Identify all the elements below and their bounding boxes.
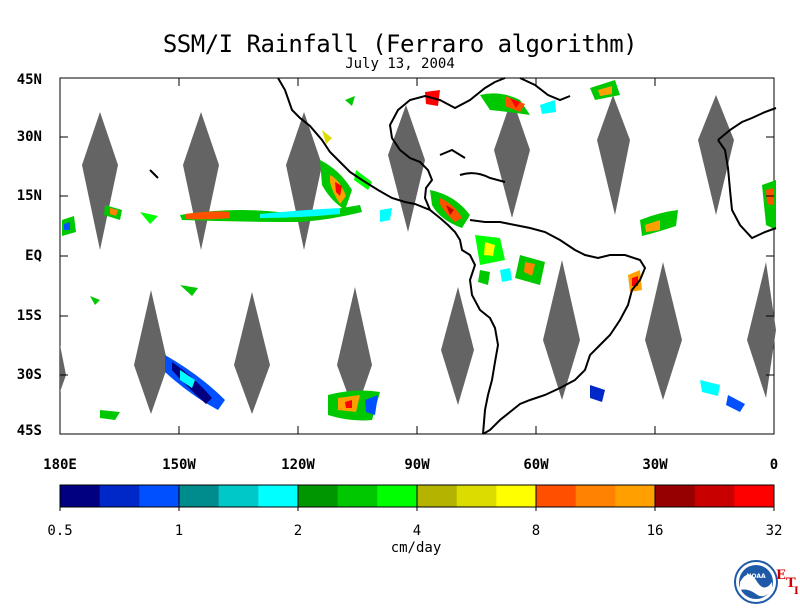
colorbar-segment xyxy=(60,485,101,507)
rainfall-patterns xyxy=(62,80,776,421)
colorbar-segment xyxy=(179,485,220,507)
lon-label-90w: 90W xyxy=(404,457,430,473)
swath-gaps-north xyxy=(82,95,734,250)
lon-label-0: 0 xyxy=(769,457,779,473)
colorbar-label-0.5: 0.5 xyxy=(47,523,73,539)
lat-label-45s: 45S xyxy=(16,423,42,439)
colorbar-segment xyxy=(139,485,180,507)
colorbar-label-16: 16 xyxy=(646,523,664,539)
colorbar-segment xyxy=(496,485,537,507)
colorbar-label-4: 4 xyxy=(412,523,422,539)
colorbar-segment xyxy=(655,485,696,507)
map-title: SSM/I Rainfall (Ferraro algorithm) xyxy=(162,30,638,58)
colorbar-segment xyxy=(694,485,735,507)
map-date: July 13, 2004 xyxy=(345,56,455,72)
colorbar-unit: cm/day xyxy=(390,540,442,556)
colorbar-segment xyxy=(417,485,458,507)
lat-label-eq: EQ xyxy=(25,248,42,264)
colorbar-segment xyxy=(298,485,339,507)
lon-label-150w: 150W xyxy=(162,457,196,473)
coastlines xyxy=(149,77,777,435)
lat-label-15n: 15N xyxy=(16,188,42,204)
colorbar-segment xyxy=(456,485,497,507)
colorbar-segment xyxy=(99,485,140,507)
colorbar-label-2: 2 xyxy=(293,523,303,539)
colorbar-segment xyxy=(536,485,577,507)
colorbar xyxy=(59,484,775,511)
colorbar-label-32: 32 xyxy=(765,523,783,539)
colorbar-segment xyxy=(377,485,418,507)
lat-label-45n: 45N xyxy=(16,72,42,88)
colorbar-segment xyxy=(337,485,378,507)
noaa-emblem-icon: NOAA xyxy=(734,560,778,604)
lon-label-30w: 30W xyxy=(642,457,668,473)
logo-letter-i: I xyxy=(794,586,799,597)
lon-label-180e: 180E xyxy=(43,457,77,473)
axis-ticks xyxy=(60,78,774,434)
colorbar-label-1: 1 xyxy=(174,523,184,539)
colorbar-segment xyxy=(615,485,656,507)
colorbar-segment xyxy=(575,485,616,507)
colorbar-label-8: 8 xyxy=(531,523,541,539)
lat-label-15s: 15S xyxy=(16,308,42,324)
lat-label-30n: 30N xyxy=(16,129,42,145)
colorbar-segment xyxy=(218,485,259,507)
lon-label-120w: 120W xyxy=(281,457,315,473)
noaa-logo-text: NOAA xyxy=(746,573,766,580)
noaa-logo: NOAA xyxy=(734,560,778,608)
lon-label-60w: 60W xyxy=(523,457,549,473)
logo-letter-e: E xyxy=(776,568,786,583)
colorbar-segment xyxy=(734,485,775,507)
swath-gaps-south xyxy=(60,260,776,414)
logo-letter-t: T xyxy=(786,576,796,591)
colorbar-segment xyxy=(258,485,299,507)
lat-label-30s: 30S xyxy=(16,367,42,383)
